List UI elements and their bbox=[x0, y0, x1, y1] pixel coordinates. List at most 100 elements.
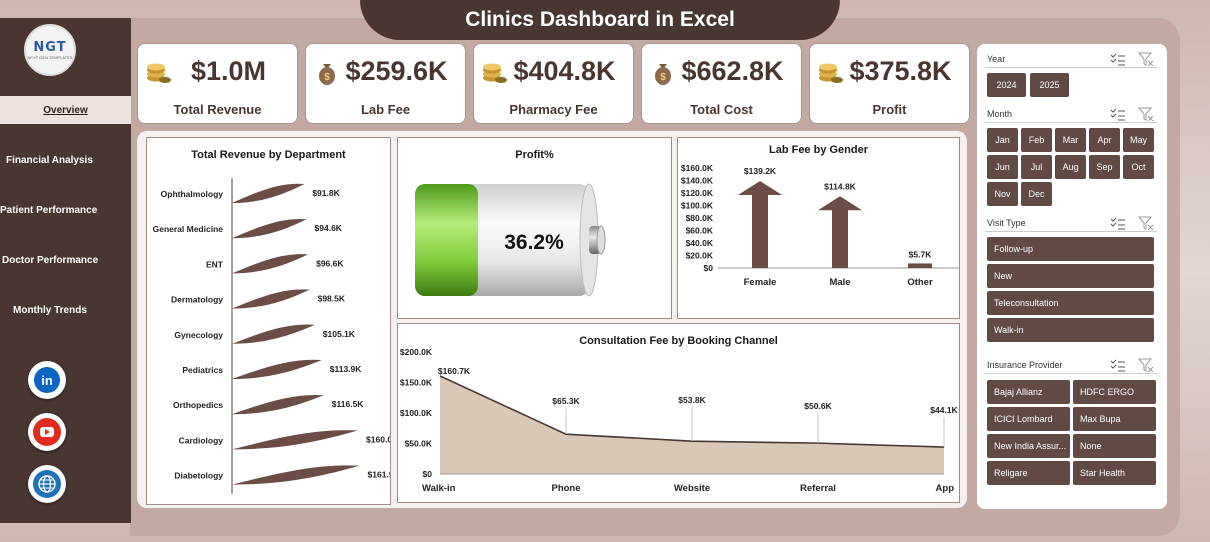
bar bbox=[232, 254, 309, 274]
data-label: $50.6K bbox=[804, 401, 832, 411]
slicer-visit-new[interactable]: New bbox=[987, 264, 1154, 288]
chart-title: Profit% bbox=[515, 149, 554, 161]
nav-doctor-performance[interactable]: Doctor Performance bbox=[2, 254, 99, 266]
gender-chart-svg: $0 $20.0K $40.0K $60.0K $80.0K $100.0K $120.0K… bbox=[681, 163, 959, 288]
data-label: $116.5K bbox=[332, 399, 365, 409]
slicer-visit-follow-up[interactable]: Follow-up bbox=[987, 237, 1154, 261]
page-title: Clinics Dashboard in Excel bbox=[465, 8, 735, 31]
slicer-month-jun[interactable]: Jun bbox=[987, 155, 1018, 179]
x-tick-label: Female bbox=[744, 277, 777, 288]
slicer-insurance-religare[interactable]: Religare bbox=[987, 461, 1070, 485]
data-label: $139.2K bbox=[744, 166, 777, 176]
nav-monthly-trends[interactable]: Monthly Trends bbox=[13, 304, 87, 316]
svg-text:in: in bbox=[41, 373, 53, 388]
bar bbox=[232, 359, 322, 379]
chart-consultation-fee: Consultation Fee by Booking Channel $0 $5… bbox=[397, 323, 960, 503]
series-line bbox=[439, 375, 945, 448]
slicer-visit-walk-in[interactable]: Walk-in bbox=[987, 318, 1154, 342]
slicer-year-2024[interactable]: 2024 bbox=[987, 73, 1026, 97]
slicer-insurance-hdfc-ergo[interactable]: HDFC ERGO bbox=[1073, 380, 1156, 404]
slicer-month-oct[interactable]: Oct bbox=[1123, 155, 1154, 179]
slicer-month-dec[interactable]: Dec bbox=[1021, 182, 1052, 206]
sidebar: NGT NEXT GEN TEMPLATES Overview Financia… bbox=[0, 18, 131, 523]
multi-select-icon[interactable] bbox=[1110, 216, 1126, 230]
category-label: Gynecology bbox=[174, 330, 223, 340]
y-tick-label: $150.0K bbox=[400, 378, 433, 388]
chart-title: Lab Fee by Gender bbox=[768, 144, 869, 156]
kpi-label: Pharmacy Fee bbox=[509, 102, 598, 117]
y-tick-label: $140.0K bbox=[681, 176, 714, 186]
slicer-month-nov[interactable]: Nov bbox=[987, 182, 1018, 206]
bar bbox=[232, 183, 305, 203]
x-tick-label: Website bbox=[674, 483, 710, 494]
slicer-month-sep[interactable]: Sep bbox=[1089, 155, 1120, 179]
category-label: Pediatrics bbox=[182, 365, 223, 375]
kpi-value: $404.8K bbox=[513, 56, 616, 86]
svg-text:$: $ bbox=[324, 72, 330, 83]
data-label: $98.5K bbox=[318, 294, 346, 304]
slicer-panel: Year 2024 2025 Month Jan Feb Mar Apr May Jun Ju… bbox=[977, 44, 1167, 509]
department-chart-svg: Ophthalmology $91.8K General Medicine $94.6… bbox=[153, 178, 390, 494]
logo-text: NGT bbox=[33, 40, 67, 55]
category-label: ENT bbox=[206, 259, 224, 269]
linkedin-icon[interactable]: in bbox=[28, 361, 66, 399]
nav-financial-analysis[interactable]: Financial Analysis bbox=[6, 154, 93, 166]
kpi-label: Total Cost bbox=[690, 102, 753, 117]
slicer-month-jul[interactable]: Jul bbox=[1021, 155, 1052, 179]
slicer-insurance-bajaj-allianz[interactable]: Bajaj Allianz bbox=[987, 380, 1070, 404]
bar bbox=[232, 394, 324, 415]
slicer-title-insurance: Insurance Provider bbox=[987, 360, 1063, 370]
slicer-insurance-new-india-assur[interactable]: New India Assur... bbox=[987, 434, 1070, 458]
multi-select-icon[interactable] bbox=[1110, 52, 1126, 66]
youtube-icon[interactable] bbox=[28, 413, 66, 451]
data-label: $161.9K bbox=[368, 470, 390, 480]
slicer-insurance-star-health[interactable]: Star Health bbox=[1073, 461, 1156, 485]
data-label: $160.0K bbox=[366, 434, 390, 444]
nav-overview[interactable]: Overview bbox=[0, 96, 131, 124]
category-label: Cardiology bbox=[179, 435, 224, 445]
y-tick-label: $80.0K bbox=[686, 213, 714, 223]
slicer-title-month: Month bbox=[987, 109, 1013, 119]
kpi-label: Total Revenue bbox=[173, 102, 262, 117]
bar bbox=[738, 181, 782, 268]
money-bag-icon: $ bbox=[319, 64, 335, 85]
coins-icon bbox=[483, 63, 507, 83]
channel-chart-svg: $0 $50.0K $100.0K $150.0K $200.0K $160.7K Walk… bbox=[400, 347, 959, 494]
slicer-year-2025[interactable]: 2025 bbox=[1030, 73, 1069, 97]
slicer-month-jan[interactable]: Jan bbox=[987, 128, 1018, 152]
multi-select-icon[interactable] bbox=[1110, 358, 1126, 372]
slicer-insurance-none[interactable]: None bbox=[1073, 434, 1156, 458]
y-tick-label: $160.0K bbox=[681, 163, 714, 173]
globe-icon[interactable] bbox=[28, 465, 66, 503]
logo: NGT NEXT GEN TEMPLATES bbox=[24, 24, 76, 76]
x-tick-label: App bbox=[936, 483, 955, 494]
chart-title: Total Revenue by Department bbox=[191, 149, 346, 161]
x-tick-label: Walk-in bbox=[422, 483, 456, 494]
nav-patient-performance[interactable]: Patient Performance bbox=[0, 204, 98, 216]
kpi-value: $259.6K bbox=[345, 56, 448, 86]
y-tick-label: $60.0K bbox=[686, 226, 714, 236]
kpi-value: $662.8K bbox=[681, 56, 784, 86]
bar bbox=[232, 218, 307, 239]
slicer-month-aug[interactable]: Aug bbox=[1055, 155, 1086, 179]
clear-filter-icon[interactable] bbox=[1138, 52, 1154, 66]
y-tick-label: $20.0K bbox=[686, 251, 714, 261]
clear-filter-icon[interactable] bbox=[1138, 216, 1154, 230]
kpi-profit: $375.8K Profit bbox=[809, 43, 970, 124]
slicer-month-may[interactable]: May bbox=[1123, 128, 1154, 152]
multi-select-icon[interactable] bbox=[1110, 107, 1126, 121]
slicer-month-apr[interactable]: Apr bbox=[1089, 128, 1120, 152]
y-tick-label: $0 bbox=[423, 469, 433, 479]
slicer-month-mar[interactable]: Mar bbox=[1055, 128, 1086, 152]
slicer-month-feb[interactable]: Feb bbox=[1021, 128, 1052, 152]
slicer-insurance-max-bupa[interactable]: Max Bupa bbox=[1073, 407, 1156, 431]
category-label: Ophthalmology bbox=[161, 189, 224, 199]
y-tick-label: $100.0K bbox=[681, 201, 714, 211]
clear-filter-icon[interactable] bbox=[1138, 358, 1154, 372]
clear-filter-icon[interactable] bbox=[1138, 107, 1154, 121]
slicer-insurance-icici-lombard[interactable]: ICICI Lombard bbox=[987, 407, 1070, 431]
slicer-visit-teleconsultation[interactable]: Teleconsultation bbox=[987, 291, 1154, 315]
y-tick-label: $50.0K bbox=[405, 439, 433, 449]
category-label: Dermatology bbox=[171, 295, 223, 305]
bar bbox=[232, 289, 310, 309]
